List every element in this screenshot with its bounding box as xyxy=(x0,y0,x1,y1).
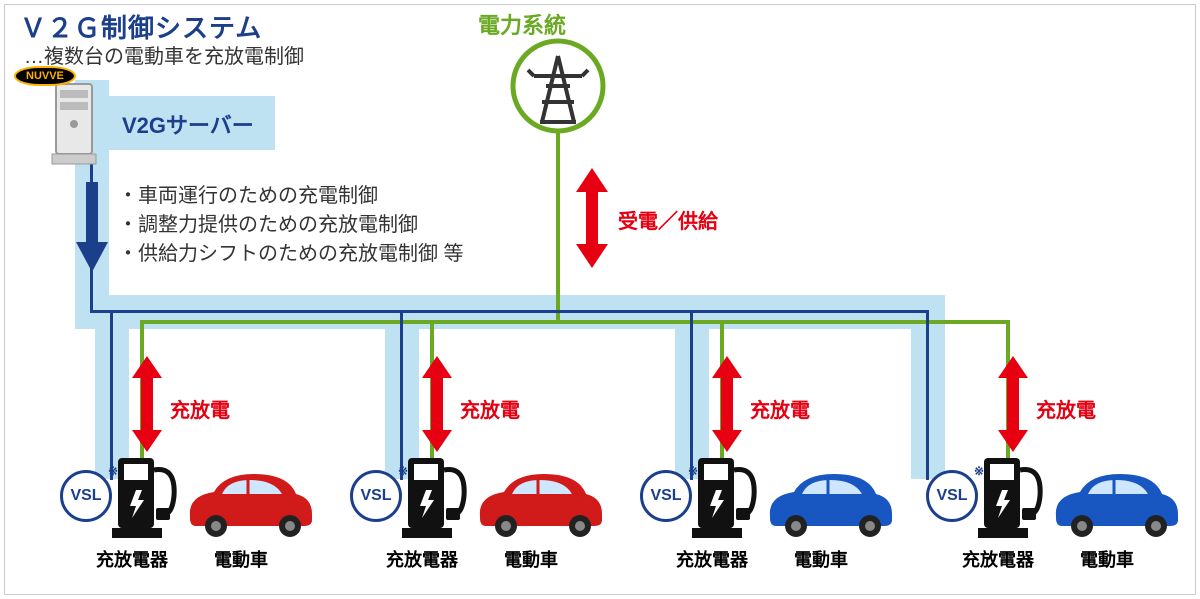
station-flow-label: 充放電 xyxy=(170,394,230,423)
vehicle-label: 電動車 xyxy=(504,546,558,572)
car-icon xyxy=(468,468,608,540)
server-logo-badge: NUVVE xyxy=(14,66,76,86)
vsl-badge: VSL xyxy=(926,470,978,522)
bullet-item: 供給力シフトのための充放電制御 等 xyxy=(118,240,464,269)
grid-flow-label: 受電／供給 xyxy=(618,205,718,234)
grid-flow-arrow-icon xyxy=(572,168,612,268)
control-line-horizontal xyxy=(90,310,928,313)
charger-label: 充放電器 xyxy=(962,546,1034,572)
charger-label: 充放電器 xyxy=(96,546,168,572)
station-flow-arrow-icon xyxy=(130,356,164,452)
charging-station: 充放電 VSL ※ 充放電器 電動車 xyxy=(640,350,920,580)
charging-station: 充放電 VSL ※ 充放電器 電動車 xyxy=(60,350,340,580)
server-control-arrow-icon xyxy=(76,182,108,272)
server-icon xyxy=(44,80,104,170)
car-icon xyxy=(178,468,318,540)
station-flow-label: 充放電 xyxy=(1036,394,1096,423)
station-flow-label: 充放電 xyxy=(460,394,520,423)
control-function-list: 車両運行のための充電制御 調整力提供のための充放電制御 供給力シフトのための充放… xyxy=(118,182,464,269)
vsl-badge: VSL xyxy=(640,470,692,522)
bullet-item: 調整力提供のための充放電制御 xyxy=(118,211,464,240)
charger-label: 充放電器 xyxy=(386,546,458,572)
grid-line-vertical xyxy=(556,130,560,320)
diagram-subtitle: …複数台の電動車を充放電制御 xyxy=(24,40,304,69)
charger-icon xyxy=(978,456,1048,540)
car-icon xyxy=(758,468,898,540)
charger-icon xyxy=(402,456,472,540)
vehicle-label: 電動車 xyxy=(214,546,268,572)
charging-station: 充放電 VSL ※ 充放電器 電動車 xyxy=(930,350,1200,580)
vsl-badge: VSL xyxy=(60,470,112,522)
charging-station: 充放電 VSL ※ 充放電器 電動車 xyxy=(350,350,630,580)
vehicle-label: 電動車 xyxy=(794,546,848,572)
vehicle-label: 電動車 xyxy=(1080,546,1134,572)
charger-icon xyxy=(692,456,762,540)
grid-tower-icon xyxy=(498,36,618,156)
car-icon xyxy=(1044,468,1184,540)
station-flow-arrow-icon xyxy=(710,356,744,452)
grid-line-horizontal xyxy=(140,320,1010,324)
bullet-item: 車両運行のための充電制御 xyxy=(118,182,464,211)
server-label: V2Gサーバー xyxy=(122,108,254,140)
charger-label: 充放電器 xyxy=(676,546,748,572)
vsl-badge: VSL xyxy=(350,470,402,522)
station-flow-arrow-icon xyxy=(420,356,454,452)
station-flow-arrow-icon xyxy=(996,356,1030,452)
charger-icon xyxy=(112,456,182,540)
control-line-drop-4 xyxy=(926,310,929,480)
station-flow-label: 充放電 xyxy=(750,394,810,423)
